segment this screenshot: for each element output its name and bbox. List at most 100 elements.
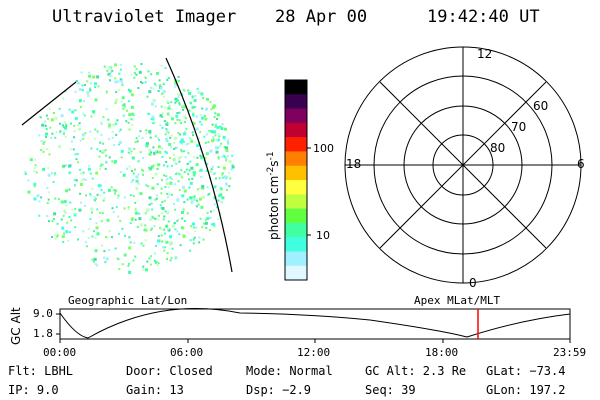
uv-emission-pixel [169, 176, 172, 179]
uv-emission-pixel [176, 118, 179, 121]
uv-emission-pixel [34, 164, 37, 167]
uv-emission-pixel [144, 81, 147, 84]
uv-emission-pixel [219, 212, 222, 215]
uv-emission-pixel [96, 75, 100, 79]
uv-emission-pixel [73, 179, 76, 181]
uv-emission-pixel [168, 193, 171, 196]
uv-emission-pixel [205, 152, 209, 156]
uv-emission-pixel [169, 243, 172, 246]
uv-emission-pixel [161, 126, 164, 129]
uv-emission-pixel [65, 230, 69, 234]
uv-emission-pixel [59, 130, 62, 133]
uv-emission-pixel [140, 63, 143, 65]
uv-emission-pixel [108, 79, 111, 82]
uv-emission-pixel [40, 149, 43, 152]
uv-emission-pixel [164, 232, 166, 235]
uv-emission-pixel [135, 137, 138, 140]
uv-emission-pixel [221, 123, 224, 125]
uv-emission-pixel [162, 92, 165, 95]
uv-emission-pixel [152, 146, 155, 149]
uv-emission-pixel [136, 140, 139, 143]
intensity-colorbar: 100 10 photon cm-2s-1 [266, 79, 334, 281]
uv-emission-pixel [159, 227, 162, 229]
uv-emission-pixel [120, 156, 123, 159]
uv-emission-pixel [223, 154, 226, 157]
uv-emission-pixel [131, 112, 135, 116]
uv-emission-pixel [157, 262, 160, 265]
uv-emission-pixel [157, 163, 161, 167]
uv-emission-pixel [146, 260, 149, 263]
uv-emission-pixel [225, 189, 228, 192]
uv-emission-pixel [149, 168, 152, 171]
uv-emission-pixel [107, 118, 110, 121]
uv-emission-pixel [148, 166, 151, 169]
uv-emission-pixel [99, 194, 102, 197]
uv-emission-pixel [81, 179, 84, 182]
uv-emission-pixel [154, 135, 157, 138]
uv-emission-pixel [175, 100, 178, 102]
uv-emission-pixel [164, 246, 167, 249]
uv-emission-pixel [191, 96, 194, 99]
uv-emission-pixel [100, 123, 103, 125]
uv-emission-pixel [121, 227, 124, 230]
uv-emission-pixel [93, 230, 95, 233]
uv-emission-pixel [118, 268, 121, 271]
uv-emission-pixel [181, 194, 185, 198]
uv-emission-pixel [51, 220, 54, 223]
uv-emission-pixel [89, 89, 92, 92]
uv-emission-pixel [151, 208, 154, 211]
uv-emission-pixel [142, 156, 144, 159]
uv-emission-pixel [100, 189, 103, 191]
uv-emission-pixel [98, 155, 101, 158]
uv-emission-pixel [159, 204, 162, 207]
uv-emission-pixel [119, 78, 122, 81]
uv-emission-pixel [180, 169, 183, 172]
uv-emission-pixel [217, 156, 220, 159]
uv-emission-pixel [143, 75, 146, 78]
uv-emission-pixel [148, 130, 152, 134]
uv-emission-pixel [108, 249, 111, 252]
uv-emission-pixel [215, 145, 217, 148]
uv-emission-pixel [58, 107, 61, 110]
gc-altitude-info: GC Alt: 2.3 Re [365, 364, 467, 378]
uv-emission-pixel [228, 185, 231, 188]
uv-emission-pixel [106, 218, 110, 222]
uv-emission-pixel [115, 133, 118, 136]
uv-emission-pixel [217, 132, 220, 135]
uv-emission-pixel [45, 135, 48, 138]
y-tick-bottom: 1.8 [33, 327, 53, 340]
uv-emission-pixel [198, 197, 202, 201]
uv-emission-pixel [138, 70, 142, 74]
uv-emission-pixel [180, 155, 183, 158]
uv-emission-pixel [178, 233, 181, 236]
uv-emission-pixel [133, 147, 136, 150]
uv-emission-pixel [173, 203, 175, 206]
uv-emission-pixel [130, 217, 134, 221]
uv-emission-pixel [161, 179, 163, 182]
uv-emission-pixel [119, 128, 122, 131]
colorbar-frame [284, 79, 308, 281]
uv-emission-pixel [164, 133, 167, 136]
uv-emission-pixel [180, 174, 183, 177]
uv-emission-pixel [188, 109, 191, 112]
uv-emission-pixel [209, 217, 212, 219]
uv-emission-pixel [65, 123, 68, 126]
uv-emission-pixel [114, 120, 117, 123]
uv-emission-pixel [60, 200, 64, 204]
uv-emission-pixel [70, 140, 73, 143]
uv-emission-pixel [195, 198, 198, 201]
uv-emission-pixel [184, 121, 187, 124]
uv-emission-pixel [220, 127, 224, 131]
uv-emission-pixel [71, 208, 74, 211]
uv-emission-pixel [119, 171, 122, 173]
uv-emission-pixels [24, 63, 235, 274]
uv-emission-pixel [135, 73, 138, 76]
uv-emission-pixel [194, 230, 197, 233]
uv-emission-pixel [200, 123, 203, 126]
uv-emission-pixel [191, 196, 194, 199]
uv-emission-pixel [179, 244, 182, 247]
uv-emission-pixel [179, 140, 183, 144]
uv-emission-pixel [93, 260, 95, 263]
uv-emission-pixel [162, 95, 165, 98]
uv-emission-pixel [29, 158, 33, 162]
